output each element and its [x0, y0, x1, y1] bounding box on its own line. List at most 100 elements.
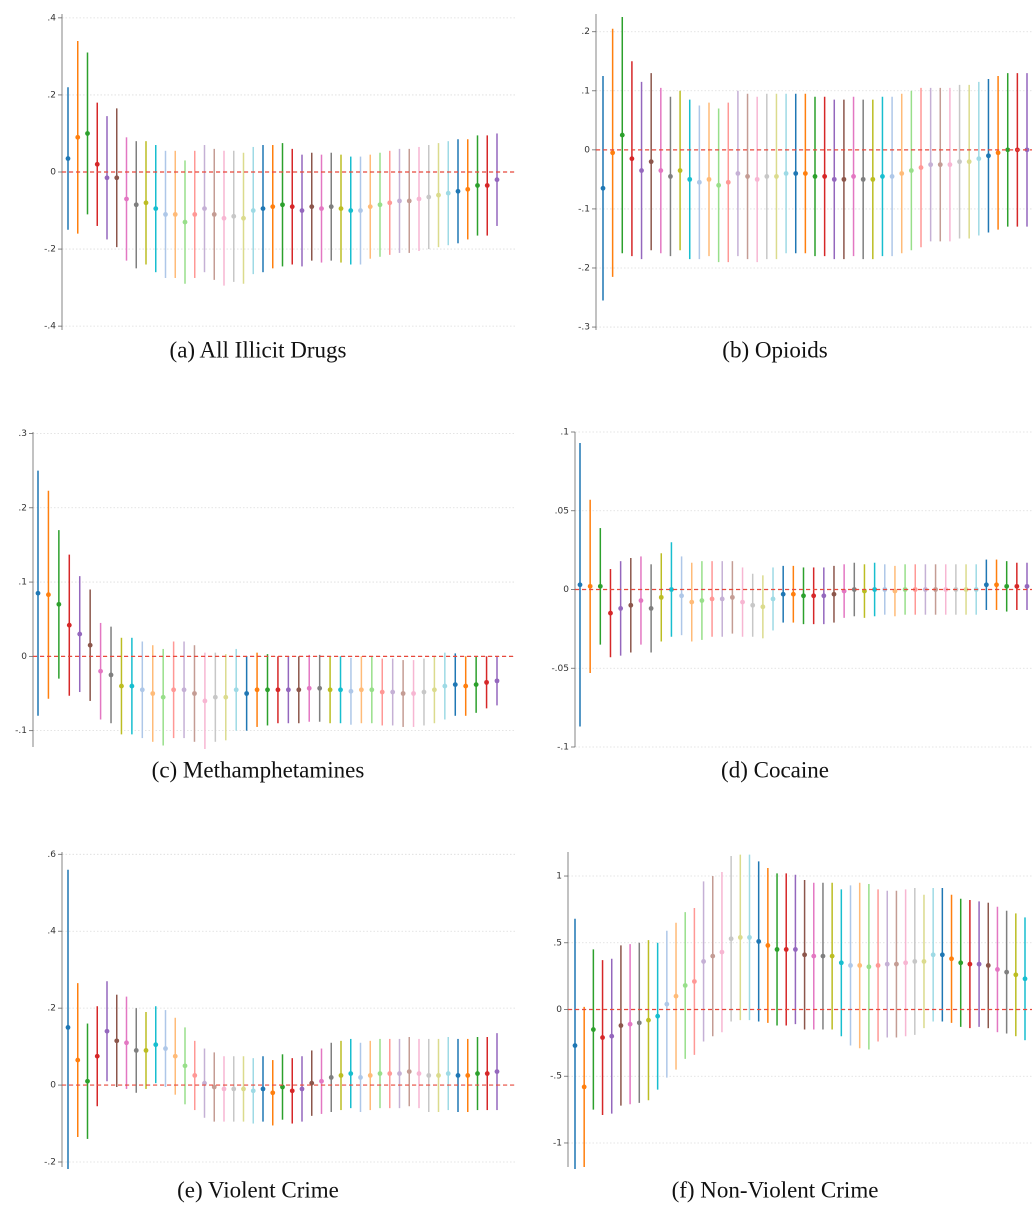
point [494, 678, 500, 684]
plot-area [65, 40, 500, 286]
point [745, 174, 750, 179]
point [648, 159, 654, 165]
point [317, 685, 323, 691]
point [94, 161, 100, 167]
panel: -.1 -.05 0 .05 .1 (d) Cocaine [551, 428, 1032, 782]
caption: (d) Cocaine [721, 757, 829, 782]
point [619, 132, 625, 138]
point [455, 188, 461, 194]
point [338, 1073, 344, 1078]
point [369, 687, 375, 693]
point [821, 593, 827, 599]
point [231, 213, 237, 219]
point [260, 206, 266, 212]
point [348, 688, 354, 694]
point [328, 204, 334, 210]
point [646, 1017, 651, 1023]
point [280, 1084, 285, 1090]
y-tick-label: 0 [50, 168, 56, 178]
point [465, 186, 471, 192]
point [270, 204, 276, 210]
point [866, 964, 872, 970]
point [280, 202, 285, 208]
point [192, 691, 197, 696]
point [129, 683, 135, 689]
point [699, 598, 705, 603]
point [912, 587, 918, 592]
point [870, 176, 876, 182]
point [202, 206, 207, 212]
point [754, 176, 760, 182]
point [377, 202, 383, 208]
point [289, 1088, 295, 1094]
point [851, 587, 857, 592]
point [1024, 583, 1030, 589]
point [285, 687, 291, 693]
point [774, 947, 780, 952]
point [150, 691, 156, 696]
plot-area [600, 16, 1030, 301]
caption: (b) Opioids [722, 337, 827, 362]
point [668, 174, 673, 179]
point [658, 168, 664, 173]
plot-area [577, 443, 1030, 727]
point [912, 959, 918, 964]
y-tick-label: -.1 [578, 204, 590, 214]
point [406, 198, 412, 204]
y-tick-label: .3 [18, 429, 27, 439]
point [609, 1033, 615, 1039]
point [600, 185, 606, 191]
panel: -.3 -.2 -.1 0 .1 .2 (b) Opioids [578, 14, 1032, 362]
point [348, 1071, 354, 1076]
point [750, 602, 756, 608]
point [811, 593, 817, 599]
point [484, 1071, 490, 1076]
point [411, 691, 416, 696]
point [780, 591, 786, 597]
point [1014, 583, 1020, 589]
y-tick-label: .4 [47, 927, 56, 937]
point [725, 179, 731, 185]
point [857, 963, 863, 968]
point [655, 1013, 661, 1019]
point [719, 949, 725, 955]
point [918, 165, 924, 170]
point [735, 171, 741, 176]
point [618, 1023, 624, 1028]
point [760, 604, 766, 610]
point [241, 1086, 246, 1092]
point [756, 939, 762, 944]
point [851, 174, 856, 179]
caption: (f) Non-Violent Crime [672, 1177, 879, 1202]
point [921, 959, 927, 964]
caption: (e) Violent Crime [177, 1177, 339, 1202]
point [484, 183, 490, 188]
point [445, 1071, 451, 1076]
point [406, 1069, 412, 1075]
point [221, 1086, 227, 1092]
y-tick-label: -.5 [550, 1072, 562, 1082]
point [124, 196, 129, 202]
point [930, 952, 936, 958]
point [87, 642, 93, 648]
point [465, 1073, 471, 1078]
point [250, 1088, 256, 1094]
point [627, 1021, 633, 1027]
point [94, 1053, 100, 1059]
y-tick-label: -1 [553, 1138, 562, 1148]
point [475, 183, 480, 188]
point [163, 211, 168, 217]
point [812, 174, 818, 179]
point [822, 174, 828, 179]
y-tick-label: -.1 [15, 726, 27, 736]
point [211, 211, 217, 217]
point [1013, 972, 1019, 978]
point [696, 179, 702, 185]
point [829, 953, 835, 959]
point [793, 947, 798, 952]
point [889, 174, 895, 179]
point [949, 956, 954, 962]
point [597, 583, 603, 589]
y-tick-label: -.2 [44, 245, 56, 255]
